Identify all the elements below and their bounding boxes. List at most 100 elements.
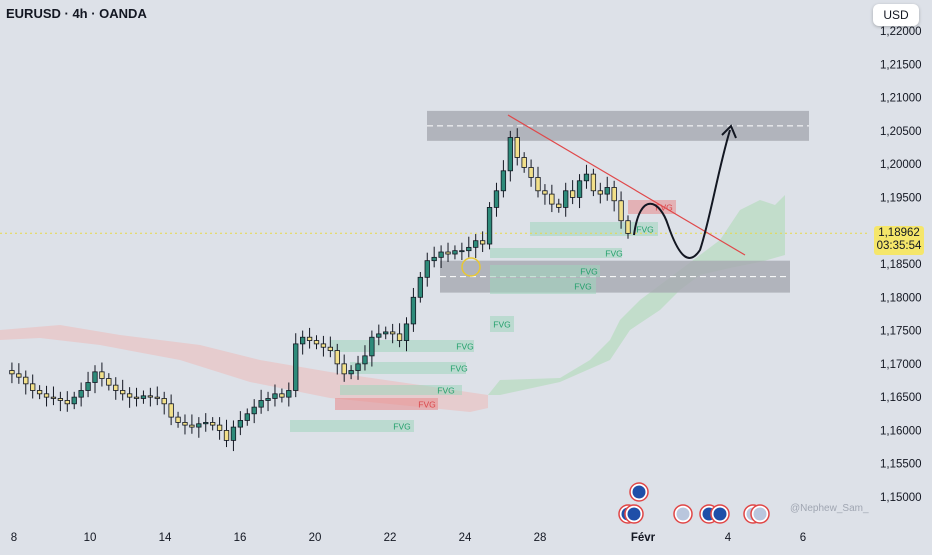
candle-body <box>92 371 98 383</box>
fvg-box <box>490 278 596 294</box>
x-tick-label: 6 <box>800 532 806 544</box>
candle-body <box>556 203 562 208</box>
candle-body <box>23 376 29 385</box>
candle-body <box>410 296 417 325</box>
candle-body <box>57 398 64 401</box>
y-tick-label: 1,15000 <box>880 492 922 504</box>
candle-body <box>528 167 534 178</box>
candle-body <box>306 336 313 341</box>
bar-countdown: 03:35:54 <box>876 240 922 252</box>
candle-body <box>438 251 444 258</box>
candle-body <box>466 246 472 252</box>
candle-body <box>535 177 541 192</box>
fvg-box <box>490 316 514 332</box>
fvg-label: FVG <box>456 342 473 352</box>
y-tick-label: 1,20500 <box>880 126 922 138</box>
candle-body <box>431 256 437 262</box>
candle-body <box>258 400 264 408</box>
y-tick-label: 1,16000 <box>880 425 922 437</box>
candle-body <box>341 363 347 375</box>
fvg-box <box>490 248 622 258</box>
candle-body <box>36 390 43 395</box>
candle-body <box>126 393 133 398</box>
candle-body <box>493 190 500 208</box>
candle-body <box>403 323 410 341</box>
candle-body <box>618 200 624 222</box>
current-price-label: 1,18962 03:35:54 <box>874 226 924 255</box>
candle-body <box>424 260 430 278</box>
candle-body <box>237 420 244 428</box>
x-tick-label: 8 <box>11 532 17 544</box>
y-tick-label: 1,22000 <box>880 26 922 38</box>
y-tick-label: 1,20000 <box>880 159 922 171</box>
candle-body <box>85 382 91 391</box>
x-tick-label: 4 <box>725 532 732 544</box>
candle-body <box>417 276 423 298</box>
candle-body <box>279 393 285 398</box>
candle-body <box>514 137 520 158</box>
flag-us-icon <box>750 504 770 524</box>
candle-body <box>611 187 617 202</box>
flag-eu-icon <box>629 482 649 502</box>
candle-body <box>168 403 174 418</box>
author-watermark: @Nephew_Sam_ <box>790 503 869 514</box>
x-tick-label: 24 <box>459 532 472 544</box>
current-price-value: 1,18962 <box>878 227 920 239</box>
candle-body <box>521 157 527 168</box>
candle-body <box>196 423 202 428</box>
projection-arrow-head <box>721 124 737 139</box>
candle-body <box>355 363 361 371</box>
candle-body <box>189 424 195 428</box>
candle-body <box>362 355 368 365</box>
candle-body <box>348 370 354 375</box>
candle-body <box>16 373 22 378</box>
candle-body <box>147 395 154 398</box>
candle-body <box>223 430 230 441</box>
fvg-label: FVG <box>450 364 467 374</box>
y-tick-label: 1,18000 <box>880 292 922 304</box>
candle-body <box>327 346 333 351</box>
candle-body <box>9 370 15 375</box>
x-tick-label: 22 <box>384 532 397 544</box>
y-tick-label: 1,17500 <box>880 326 922 338</box>
candle-body <box>106 378 112 386</box>
candle-body <box>396 333 403 341</box>
fvg-box <box>330 340 474 352</box>
candle-body <box>549 193 555 205</box>
candle-body <box>459 250 465 253</box>
candle-body <box>300 336 306 345</box>
fvg-label: FVG <box>636 225 653 235</box>
candle-body <box>203 422 209 425</box>
fvg-label: FVG <box>437 386 454 396</box>
candle-body <box>507 137 513 172</box>
highlight-circle <box>461 257 481 277</box>
cloud-bullish <box>488 195 785 395</box>
candle-body <box>563 190 569 208</box>
y-tick-label: 1,21000 <box>880 93 922 105</box>
candle-body <box>334 350 340 365</box>
flag-eu-icon <box>624 504 644 524</box>
y-tick-label: 1,19500 <box>880 192 922 204</box>
candle-body <box>473 240 479 248</box>
candle-body <box>244 413 250 421</box>
symbol-title: EURUSD · 4h · OANDA <box>6 6 147 21</box>
fvg-box <box>340 385 462 395</box>
candle-body <box>542 190 548 195</box>
x-tick-label: 14 <box>159 532 172 544</box>
candle-body <box>99 371 105 379</box>
candle-body <box>230 426 237 441</box>
currency-button[interactable]: USD <box>873 4 919 26</box>
x-tick-label: 20 <box>309 532 322 544</box>
projection-path <box>633 129 731 259</box>
candle-body <box>479 240 486 245</box>
candle-body <box>452 250 458 255</box>
fvg-label: FVG <box>574 282 591 292</box>
candle-body <box>161 398 167 405</box>
x-tick-label: 16 <box>234 532 247 544</box>
fvg-box <box>335 398 438 410</box>
y-tick-label: 1,17000 <box>880 359 922 371</box>
candle-body <box>113 384 119 391</box>
x-tick-label: Févr <box>631 532 656 544</box>
